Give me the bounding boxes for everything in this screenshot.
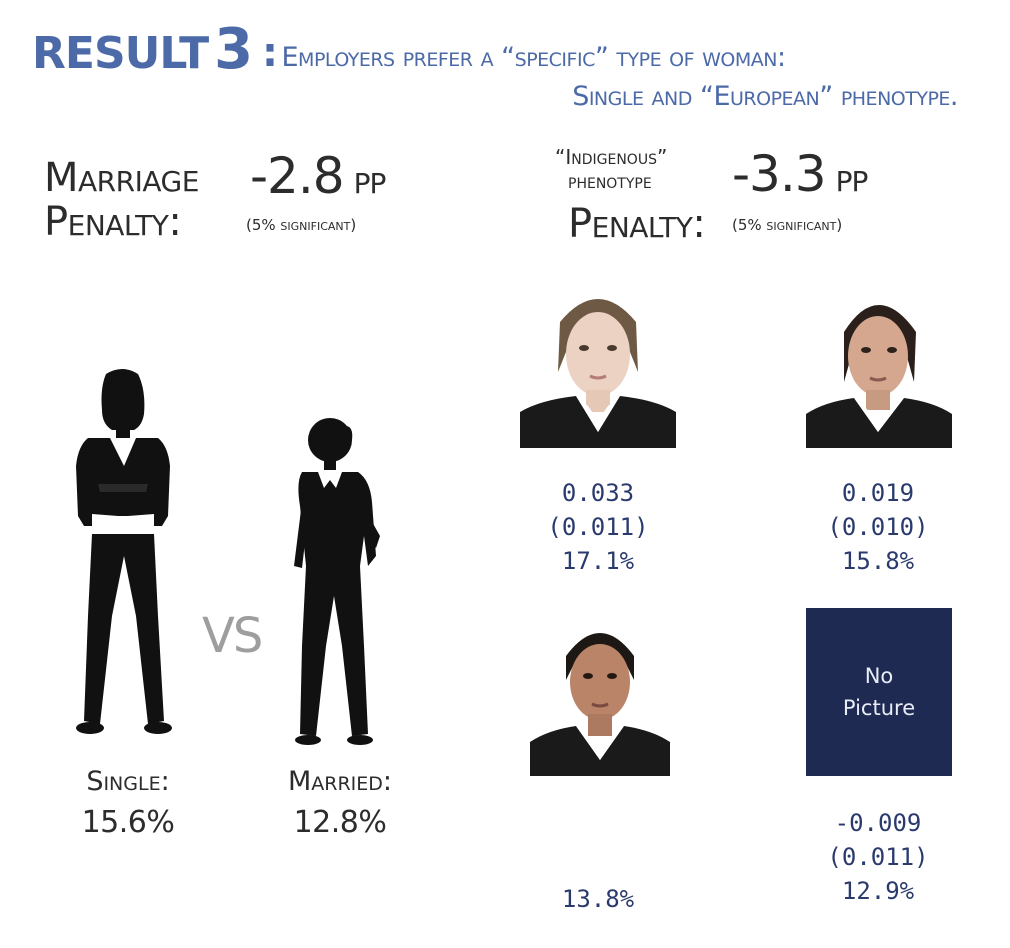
phenotype-unit: pp [835, 155, 869, 201]
european-woman-photo-icon [520, 282, 676, 448]
no-picture-line2: Picture [842, 696, 916, 720]
indigenous-woman-photo-icon [530, 610, 670, 776]
phenotype-label-line2: phenotype [568, 169, 652, 193]
single-woman-silhouette-icon [76, 369, 172, 734]
marriage-penalty-value: -2.8 pp [250, 147, 387, 206]
single-value: 15.6% [81, 805, 175, 840]
indigenous-stats: 13.8% [508, 882, 688, 916]
headline-text1: Employers prefer a “specific” type of wo… [281, 42, 787, 73]
european-coef: 0.033 [561, 479, 635, 507]
mixed-se: (0.010) [827, 513, 929, 541]
mixed-woman-photo-icon [806, 282, 952, 448]
married-value: 12.8% [293, 805, 387, 840]
vs-label: VS [202, 608, 263, 664]
mixed-stats: 0.019 (0.010) 15.8% [788, 476, 968, 578]
result-number: 3 [214, 17, 253, 82]
married-label: Married: [287, 766, 393, 797]
phenotype-penalty-value: -3.3 pp [732, 145, 869, 204]
european-se: (0.011) [547, 513, 649, 541]
european-rate: 17.1% [561, 547, 635, 575]
nopicture-coef: -0.009 [834, 809, 922, 837]
headline-colon: : [262, 30, 278, 76]
mixed-rate: 15.8% [841, 547, 915, 575]
marriage-label-line1: Marriage [44, 155, 199, 201]
result-title: Result 3 [32, 17, 253, 86]
married-woman-silhouette-icon [294, 418, 380, 745]
indigenous-rate: 13.8% [561, 885, 635, 913]
mixed-coef: 0.019 [841, 479, 915, 507]
marriage-value: -2.8 [250, 147, 345, 205]
phenotype-significance: (5% significant) [732, 216, 843, 234]
headline-line2: Single and “European” phenotype. [572, 81, 958, 112]
single-label: Single: [86, 766, 170, 797]
marriage-significance: (5% significant) [246, 216, 357, 234]
no-picture-box: No Picture [806, 608, 952, 776]
result-word: Result [32, 28, 209, 79]
phenotype-value: -3.3 [732, 145, 827, 203]
nopicture-stats: -0.009 (0.011) 12.9% [788, 806, 968, 908]
phenotype-label-line3: Penalty: [568, 201, 706, 247]
phenotype-label-line1: “Indigenous” [555, 145, 668, 169]
headline-line1: : Employers prefer a “specific” type of w… [262, 33, 787, 75]
nopicture-rate: 12.9% [841, 877, 915, 905]
nopicture-se: (0.011) [827, 843, 929, 871]
marriage-unit: pp [353, 157, 387, 203]
european-stats: 0.033 (0.011) 17.1% [508, 476, 688, 578]
marriage-label-line2: Penalty: [44, 199, 182, 245]
no-picture-line1: No [864, 664, 894, 688]
